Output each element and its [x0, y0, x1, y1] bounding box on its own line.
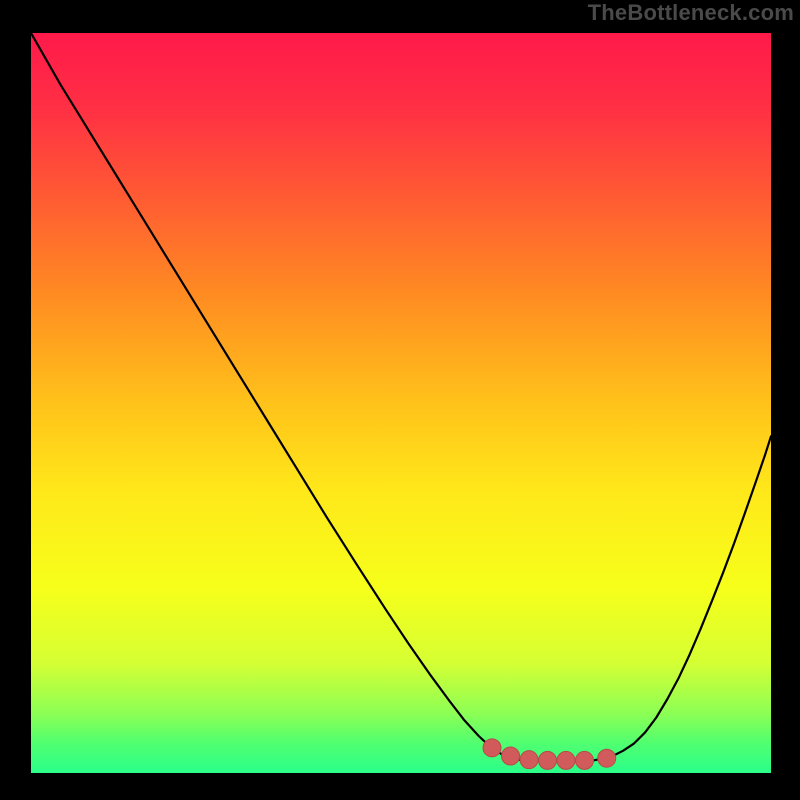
marker-dot — [520, 751, 538, 769]
marker-dot — [502, 747, 520, 765]
marker-dot — [539, 751, 557, 769]
marker-group — [483, 739, 616, 770]
chart-container: TheBottleneck.com — [0, 0, 800, 800]
marker-dot — [598, 749, 616, 767]
marker-dot — [576, 751, 594, 769]
curve-layer — [31, 33, 771, 773]
bottleneck-curve — [31, 33, 771, 761]
marker-dot — [557, 751, 575, 769]
marker-dot — [483, 739, 501, 757]
plot-area — [31, 33, 771, 773]
watermark-text: TheBottleneck.com — [588, 0, 794, 26]
